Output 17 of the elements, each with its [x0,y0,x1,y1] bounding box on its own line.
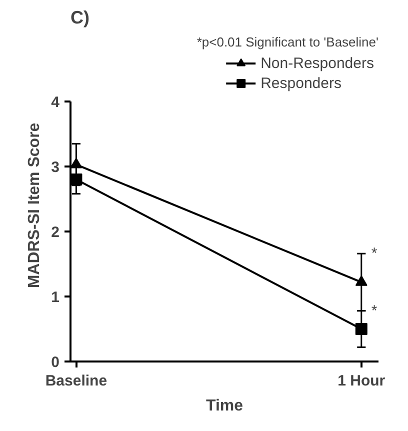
x-axis-title: Time [206,398,244,414]
legend-label: Responders [260,74,342,92]
x-tick-label: Baseline [45,372,108,390]
chart-title: C) [70,8,90,28]
legend-label: Non-Responders [260,54,374,72]
point [70,174,82,186]
annotation: * [371,245,378,262]
text: *p<0.01 Significant to 'Baseline' [196,34,378,50]
x-tick-label: 1 Hour [338,372,386,390]
y-tick-label: 0 [51,354,60,371]
annotation: * [371,302,378,320]
y-tick-label: 4 [51,94,60,111]
y-tick-label: 3 [51,159,60,176]
y-tick-label: 1 [51,289,60,306]
point [355,323,368,335]
y-tick-label: 2 [51,224,60,241]
y-axis-title: MADRS-SI Item Score [26,122,44,288]
